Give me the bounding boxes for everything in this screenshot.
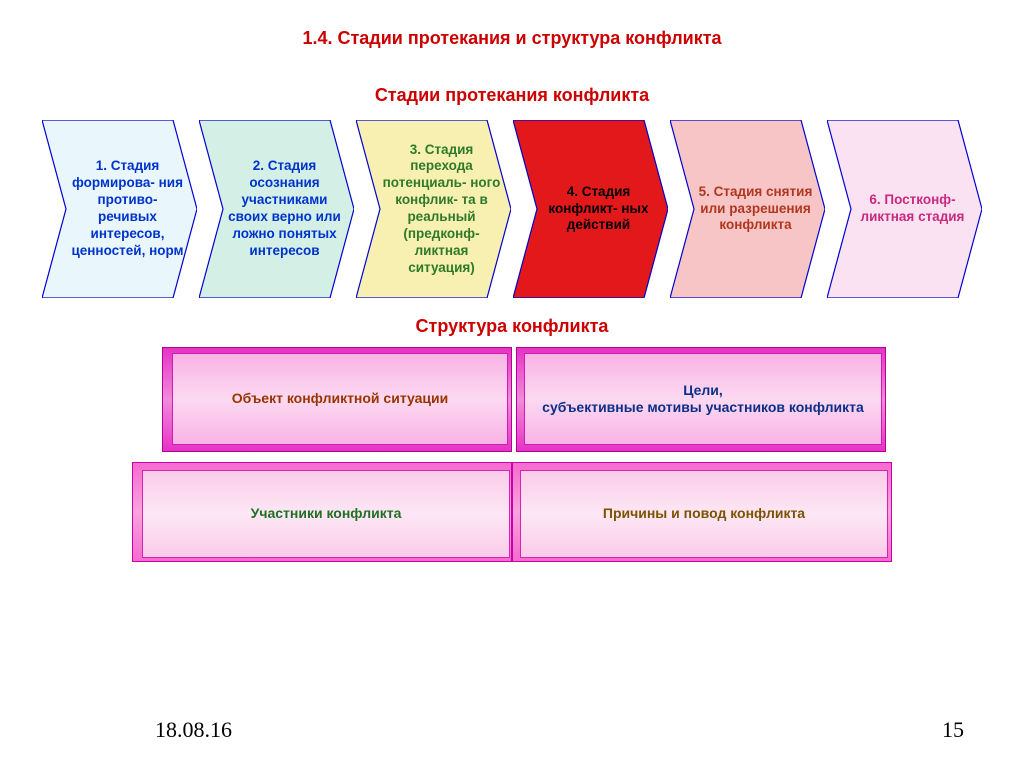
- stage-arrow-label-5: 5. Стадия снятия или разрешения конфликт…: [670, 120, 825, 298]
- stage-arrow-4: 4. Стадия конфликт- ных действий: [513, 120, 668, 298]
- footer-date: 18.08.16: [155, 717, 232, 743]
- footer-page-number: 15: [942, 717, 964, 743]
- main-title: 1.4. Стадии протекания и структура конфл…: [0, 0, 1024, 49]
- stage-arrow-2: 2. Стадия осознания участниками своих ве…: [199, 120, 354, 298]
- structure-diagram: Участники конфликтаПричины и повод конфл…: [132, 347, 892, 577]
- structure-box-top-right: Цели,субъективные мотивы участников конф…: [524, 353, 882, 445]
- stage-arrow-label-3: 3. Стадия перехода потенциаль- ного конф…: [356, 120, 511, 298]
- stages-arrows-row: 1. Стадия формирова- ния противо- речивы…: [0, 120, 1024, 298]
- stages-subtitle: Стадии протекания конфликта: [0, 85, 1024, 106]
- stage-arrow-label-4: 4. Стадия конфликт- ных действий: [513, 120, 668, 298]
- stage-arrow-5: 5. Стадия снятия или разрешения конфликт…: [670, 120, 825, 298]
- stage-arrow-label-6: 6. Постконф- ликтная стадия: [827, 120, 982, 298]
- stage-arrow-label-1: 1. Стадия формирова- ния противо- речивы…: [42, 120, 197, 298]
- stage-arrow-label-2: 2. Стадия осознания участниками своих ве…: [199, 120, 354, 298]
- structure-box-top-left: Объект конфликтной ситуации: [172, 353, 508, 445]
- stage-arrow-6: 6. Постконф- ликтная стадия: [827, 120, 982, 298]
- structure-box-bottom-left: Участники конфликта: [142, 470, 510, 558]
- stage-arrow-1: 1. Стадия формирова- ния противо- речивы…: [42, 120, 197, 298]
- structure-subtitle: Структура конфликта: [0, 316, 1024, 337]
- stage-arrow-3: 3. Стадия перехода потенциаль- ного конф…: [356, 120, 511, 298]
- structure-box-bottom-right: Причины и повод конфликта: [520, 470, 888, 558]
